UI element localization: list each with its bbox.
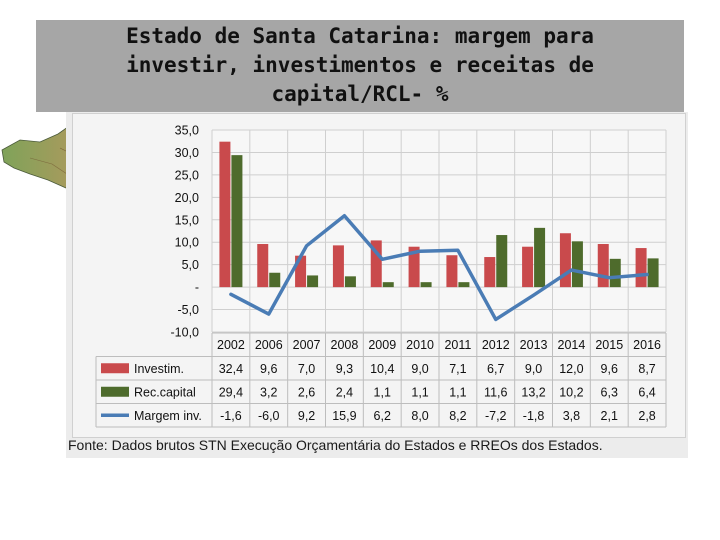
y-tick-label: 30,0 bbox=[175, 146, 199, 160]
data-table-value: 7,0 bbox=[298, 362, 315, 376]
data-table-value: 1,1 bbox=[449, 385, 466, 399]
legend-label: Investim. bbox=[134, 362, 184, 376]
data-table-value: 10,2 bbox=[559, 385, 583, 399]
data-table-value: 8,2 bbox=[449, 409, 466, 423]
x-tick-label: 2008 bbox=[331, 338, 359, 352]
bar-rec-capital bbox=[571, 241, 583, 288]
data-table-value: -6,0 bbox=[258, 409, 280, 423]
data-table-value: 9,3 bbox=[336, 362, 353, 376]
data-table-value: 6,2 bbox=[374, 409, 391, 423]
y-tick-label: 10,0 bbox=[175, 236, 199, 250]
legend-key-1 bbox=[101, 386, 129, 397]
x-tick-label: 2012 bbox=[482, 338, 510, 352]
bar-rec-capital bbox=[269, 272, 281, 288]
line-margem-inv bbox=[229, 213, 649, 322]
bar-investim bbox=[484, 257, 496, 288]
data-table-value: 2,1 bbox=[601, 409, 618, 423]
data-table-value: 29,4 bbox=[219, 385, 243, 399]
bar-investim bbox=[635, 248, 647, 288]
y-tick-label: -10,0 bbox=[171, 326, 200, 340]
bar-investim bbox=[559, 233, 571, 288]
title-line-1: Estado de Santa Catarina: margem para bbox=[126, 24, 594, 48]
title-line-3: capital/RCL- % bbox=[271, 82, 449, 106]
data-table-value: 2,8 bbox=[638, 409, 655, 423]
x-tick-label: 2015 bbox=[595, 338, 623, 352]
title-line-2: investir, investimentos e receitas de bbox=[126, 53, 594, 77]
x-tick-label: 2007 bbox=[293, 338, 321, 352]
data-table-value: -1,8 bbox=[523, 409, 545, 423]
data-table-value: 2,4 bbox=[336, 385, 353, 399]
data-table-value: 15,9 bbox=[332, 409, 356, 423]
source-note: Fonte: Dados brutos STN Execução Orçamen… bbox=[68, 437, 603, 453]
bar-rec-capital bbox=[231, 155, 243, 288]
x-tick-label: 2013 bbox=[520, 338, 548, 352]
x-tick-label: 2011 bbox=[444, 338, 471, 352]
bar-investim bbox=[332, 245, 344, 288]
y-tick-label: 35,0 bbox=[175, 124, 199, 138]
data-table-value: 3,2 bbox=[260, 385, 277, 399]
data-table-value: 10,4 bbox=[370, 362, 394, 376]
x-tick-label: 2010 bbox=[406, 338, 434, 352]
bar-rec-capital bbox=[534, 227, 546, 288]
slide-title: Estado de Santa Catarina: margem para in… bbox=[36, 22, 684, 109]
data-table-value: 9,0 bbox=[525, 362, 542, 376]
bar-rec-capital bbox=[307, 275, 319, 288]
data-table-value: 9,2 bbox=[298, 409, 315, 423]
bar-investim bbox=[219, 141, 231, 288]
bar-investim bbox=[522, 246, 534, 288]
data-table-value: 6,4 bbox=[638, 385, 655, 399]
y-tick-label: 20,0 bbox=[175, 191, 199, 205]
data-table-value: 9,0 bbox=[411, 362, 428, 376]
data-table-value: 11,6 bbox=[484, 385, 507, 399]
data-table-value: -7,2 bbox=[485, 409, 507, 423]
y-tick-label: 25,0 bbox=[175, 168, 199, 182]
x-tick-label: 2014 bbox=[558, 338, 586, 352]
bar-investim bbox=[597, 244, 609, 288]
bar-investim bbox=[408, 246, 420, 288]
data-table-value: 13,2 bbox=[521, 385, 545, 399]
bar-rec-capital bbox=[420, 282, 432, 288]
bar-investim bbox=[446, 255, 458, 288]
data-table-value: 3,8 bbox=[563, 409, 580, 423]
data-table-value: 7,1 bbox=[449, 362, 466, 376]
bar-rec-capital bbox=[496, 235, 508, 288]
x-tick-label: 2009 bbox=[368, 338, 396, 352]
data-table-value: 8,0 bbox=[411, 409, 428, 423]
bar-investim bbox=[295, 255, 307, 288]
legend-label: Rec.capital bbox=[134, 385, 196, 399]
x-tick-label: 2002 bbox=[217, 338, 245, 352]
bar-rec-capital bbox=[647, 258, 659, 288]
bar-investim bbox=[370, 240, 382, 288]
y-tick-label: -5,0 bbox=[177, 303, 199, 317]
data-table-value: 2,6 bbox=[298, 385, 315, 399]
data-table-value: -1,6 bbox=[220, 409, 242, 423]
x-tick-label: 2006 bbox=[255, 338, 283, 352]
bar-rec-capital bbox=[382, 282, 394, 288]
data-table-value: 8,7 bbox=[638, 362, 655, 376]
bar-rec-capital bbox=[344, 276, 356, 288]
x-tick-label: 2016 bbox=[633, 338, 661, 352]
legend-label: Margem inv. bbox=[134, 409, 202, 423]
data-table-value: 6,7 bbox=[487, 362, 504, 376]
data-table-value: 1,1 bbox=[374, 385, 391, 399]
bar-investim bbox=[257, 244, 269, 288]
data-table-value: 32,4 bbox=[219, 362, 243, 376]
y-tick-label: 15,0 bbox=[175, 213, 199, 227]
legend-key-0 bbox=[101, 363, 129, 374]
data-table-value: 9,6 bbox=[601, 362, 618, 376]
data-table-value: 9,6 bbox=[260, 362, 277, 376]
y-tick-label: - bbox=[195, 281, 199, 295]
data-table-value: 1,1 bbox=[411, 385, 428, 399]
bar-rec-capital bbox=[458, 282, 470, 288]
y-tick-label: 5,0 bbox=[182, 258, 199, 272]
bar-rec-capital bbox=[609, 258, 621, 288]
data-table-value: 12,0 bbox=[559, 362, 583, 376]
title-band bbox=[36, 20, 684, 112]
data-table-value: 6,3 bbox=[601, 385, 618, 399]
